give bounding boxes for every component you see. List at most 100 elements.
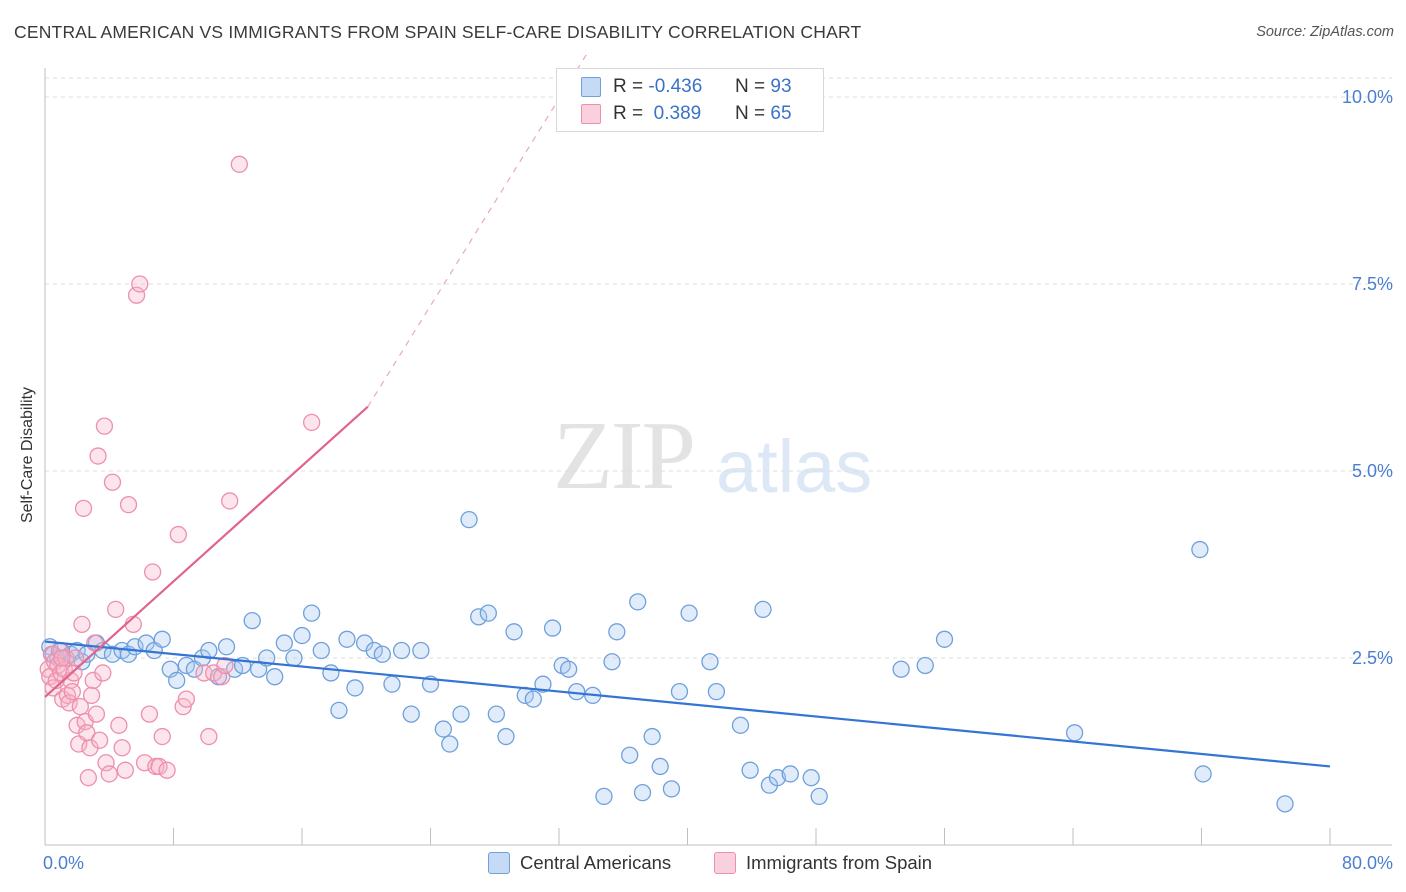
point-immigrants-from-spain xyxy=(63,683,81,701)
legend-swatch-immigrants-from-spain xyxy=(581,104,601,124)
point-central-americans xyxy=(487,705,506,723)
point-central-americans xyxy=(285,649,303,667)
point-central-americans xyxy=(608,623,626,641)
point-immigrants-from-spain xyxy=(66,649,85,667)
point-central-americans xyxy=(731,716,750,734)
point-central-americans xyxy=(330,701,348,720)
point-central-americans xyxy=(452,705,470,723)
point-immigrants-from-spain xyxy=(97,754,115,772)
point-central-americans xyxy=(707,683,726,701)
point-central-americans xyxy=(524,690,542,708)
trendline-extension-immigrants-from-spain xyxy=(367,51,589,407)
legend-n-value: 65 xyxy=(770,103,792,124)
point-immigrants-from-spain xyxy=(177,690,196,708)
point-central-americans xyxy=(365,641,383,660)
point-central-americans xyxy=(153,630,171,648)
point-immigrants-from-spain xyxy=(73,615,91,633)
point-immigrants-from-spain xyxy=(158,761,176,779)
bottom-legend-immigrants-from-spain: Immigrants from Spain xyxy=(714,852,932,874)
legend-n-label: N = xyxy=(735,76,766,97)
point-immigrants-from-spain xyxy=(100,765,118,783)
legend-r-value: -0.436 xyxy=(648,76,703,97)
watermark-atlas: atlas xyxy=(716,425,873,508)
point-immigrants-from-spain xyxy=(195,664,213,682)
point-central-americans xyxy=(392,641,411,660)
point-central-americans xyxy=(225,660,244,678)
point-central-americans xyxy=(1191,540,1209,559)
point-central-americans xyxy=(441,735,459,753)
point-central-americans xyxy=(916,656,934,675)
point-immigrants-from-spain xyxy=(60,694,78,712)
point-central-americans xyxy=(670,683,689,701)
point-immigrants-from-spain xyxy=(116,761,134,779)
point-central-americans xyxy=(810,787,828,806)
point-immigrants-from-spain xyxy=(113,739,131,757)
bottom-legend-label: Central Americans xyxy=(520,852,672,873)
point-central-americans xyxy=(217,638,236,656)
point-immigrants-from-spain xyxy=(127,286,146,304)
point-immigrants-from-spain xyxy=(200,727,218,746)
point-immigrants-from-spain xyxy=(143,563,162,581)
y-tick-label: 5.0% xyxy=(1352,461,1393,481)
point-central-americans xyxy=(412,641,430,660)
point-immigrants-from-spain xyxy=(103,473,122,491)
point-central-americans xyxy=(168,671,186,690)
legend-n-label: N = xyxy=(735,103,766,124)
point-immigrants-from-spain xyxy=(169,525,187,544)
point-central-americans xyxy=(293,626,311,645)
point-central-americans xyxy=(373,645,391,663)
point-central-americans xyxy=(470,608,488,626)
point-immigrants-from-spain xyxy=(82,686,101,705)
point-central-americans xyxy=(1276,795,1294,813)
point-immigrants-from-spain xyxy=(221,492,239,510)
point-central-americans xyxy=(1065,724,1084,742)
point-immigrants-from-spain xyxy=(94,664,112,682)
point-immigrants-from-spain xyxy=(131,275,149,293)
y-tick-label: 7.5% xyxy=(1352,274,1393,294)
point-immigrants-from-spain xyxy=(89,447,107,465)
chart-title: CENTRAL AMERICAN VS IMMIGRANTS FROM SPAI… xyxy=(14,22,862,42)
point-immigrants-from-spain xyxy=(86,634,104,652)
point-central-americans xyxy=(266,668,284,686)
point-immigrants-from-spain xyxy=(153,727,171,746)
bottom-legend-swatch xyxy=(488,852,510,874)
correlation-legend: R = -0.436 N = 93 R = 0.389 N = 65 xyxy=(556,68,824,132)
x-tick-label-min: 0.0% xyxy=(43,853,84,873)
bottom-legend-label: Immigrants from Spain xyxy=(746,852,933,873)
point-immigrants-from-spain xyxy=(65,664,83,682)
point-central-americans xyxy=(543,619,562,637)
point-central-americans xyxy=(177,656,196,675)
point-central-americans xyxy=(322,664,340,682)
point-immigrants-from-spain xyxy=(79,769,98,787)
point-central-americans xyxy=(434,720,453,738)
bottom-legend-central-americans: Central Americans xyxy=(488,852,671,874)
point-central-americans xyxy=(497,727,515,746)
point-immigrants-from-spain xyxy=(119,496,138,514)
point-central-americans xyxy=(781,765,799,783)
point-central-americans xyxy=(402,705,420,723)
legend-r-value: 0.389 xyxy=(653,103,702,124)
point-immigrants-from-spain xyxy=(53,649,71,667)
point-central-americans xyxy=(275,634,293,652)
point-immigrants-from-spain xyxy=(107,600,125,619)
point-central-americans xyxy=(243,611,261,630)
point-central-americans xyxy=(802,769,820,787)
point-central-americans xyxy=(479,604,497,622)
legend-r-label: R = xyxy=(613,103,644,124)
point-central-americans xyxy=(383,675,401,693)
point-central-americans xyxy=(346,679,364,697)
point-central-americans xyxy=(701,653,719,671)
legend-n-value: 93 xyxy=(770,76,792,97)
point-immigrants-from-spain xyxy=(150,757,168,776)
point-central-americans xyxy=(302,604,321,622)
point-central-americans xyxy=(460,510,478,529)
legend-r-label: R = xyxy=(613,76,644,97)
point-central-americans xyxy=(595,787,613,806)
point-central-americans xyxy=(662,780,681,798)
point-central-americans xyxy=(312,641,330,660)
bottom-legend-swatch xyxy=(714,852,736,874)
point-immigrants-from-spain xyxy=(302,413,321,432)
point-central-americans xyxy=(768,769,787,787)
point-central-americans xyxy=(559,660,578,678)
y-tick-label: 10.0% xyxy=(1342,87,1393,107)
